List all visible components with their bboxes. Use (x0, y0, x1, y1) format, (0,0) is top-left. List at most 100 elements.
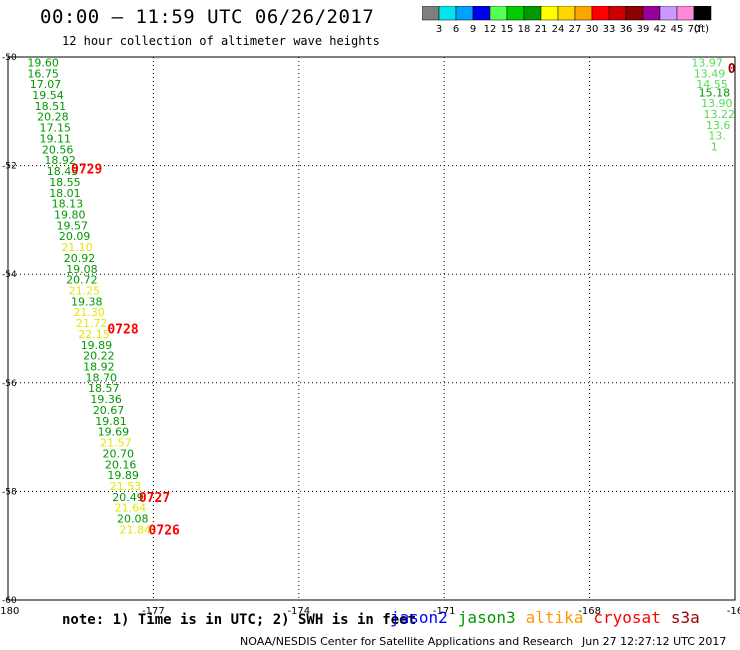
swh-data-label: 20.08 (117, 513, 149, 526)
generation-timestamp: Jun 27 12:27:12 UTC 2017 (582, 635, 727, 648)
x-tick-label: -168 (578, 606, 601, 617)
swh-data-label: 22.15 (78, 328, 110, 341)
swh-data-label: 19.89 (81, 339, 113, 352)
pass-time-label: 0 (728, 62, 736, 77)
swh-data-label: 20.67 (93, 404, 125, 417)
y-tick-label: -54 (2, 270, 17, 280)
colorbar-tick-label: 12 (484, 24, 497, 34)
colorbar-tick-label: 24 (552, 24, 565, 34)
swh-data-label: 19.36 (90, 393, 122, 406)
colorbar-swatch (693, 6, 712, 21)
colorbar-tick-label: 33 (603, 24, 616, 34)
swh-data-label: 19.81 (95, 415, 127, 428)
colorbar-tick-label: 39 (637, 24, 650, 34)
swh-data-label: 21.84 (119, 523, 150, 536)
colorbar-tick-label: 30 (586, 24, 599, 34)
swh-data-label: 19.54 (32, 89, 64, 102)
satellite-legend: jason2 jason3 altika cryosat s3a (390, 608, 710, 627)
swh-data-label: 19.38 (71, 295, 103, 308)
swh-data-label: 19.08 (66, 263, 98, 276)
legend-item-s3a: s3a (670, 608, 700, 627)
swh-data-label: 13.90 (701, 97, 733, 110)
legend-item-cryosat: cryosat (593, 608, 661, 627)
pass-time-label: 0727 (139, 491, 170, 506)
swh-data-label: 21.72 (76, 317, 108, 330)
swh-data-label: 18.92 (44, 154, 76, 167)
pass-time-label: 0726 (149, 523, 180, 538)
colorbar-tick-label: 70 (688, 24, 701, 34)
swh-data-label: 19.89 (107, 469, 138, 482)
colorbar-tick-label: 27 (569, 24, 582, 34)
pass-time-label: 0728 (107, 323, 138, 338)
swh-data-label: 13. (708, 130, 726, 143)
swh-data-label: 19.11 (40, 132, 72, 145)
colorbar-unit-label: (ft) (694, 24, 709, 34)
colorbar-tick-label: 18 (518, 24, 531, 34)
swh-data-label: 17.07 (30, 78, 61, 91)
footer-note: note: 1) Time is in UTC; 2) SWH is in fe… (62, 612, 417, 628)
swh-data-label: 18.57 (88, 382, 120, 395)
swh-data-label: 1 (711, 141, 718, 154)
colorbar-tick-label: 21 (535, 24, 548, 34)
swh-data-label: 21.53 (110, 480, 142, 493)
colorbar-tick-label: 36 (620, 24, 633, 34)
plot-frame (7, 56, 736, 601)
x-tick-label: -16 (727, 606, 740, 617)
swh-data-label: 19.80 (54, 208, 86, 221)
swh-data-label: 13.6 (706, 119, 731, 132)
x-tick-label: -174 (287, 606, 310, 617)
swh-data-label: 19.60 (27, 56, 58, 69)
swh-data-label: 20.56 (42, 143, 74, 156)
swh-data-label: 21.57 (100, 437, 132, 450)
swh-data-label: 21.64 (115, 502, 147, 515)
colorbar-tick-label: 42 (654, 24, 667, 34)
y-tick-label: -50 (2, 53, 17, 63)
x-tick-label: -171 (433, 606, 456, 617)
swh-data-label: 18.01 (49, 187, 81, 200)
swh-data-label: 20.92 (64, 252, 95, 265)
swh-data-label: 18.13 (52, 198, 83, 211)
swh-data-label: 18.55 (49, 176, 81, 189)
swh-data-label: 15.18 (699, 86, 731, 99)
swh-data-label: 20.70 (103, 447, 135, 460)
y-tick-label: -52 (2, 162, 17, 172)
chart-title: 00:00 — 11:59 UTC 06/26/2017 (40, 6, 375, 28)
legend-item-altika: altika (525, 608, 584, 627)
swh-data-label: 18.70 (86, 371, 118, 384)
colorbar-tick-label: 9 (470, 24, 476, 34)
colorbar-tick-label: 6 (453, 24, 459, 34)
swh-data-label: 17.15 (40, 122, 72, 135)
swh-data-label: 19.57 (56, 219, 88, 232)
swh-data-label: 20.22 (83, 350, 115, 363)
y-tick-label: -56 (2, 379, 17, 389)
swh-data-label: 18.92 (83, 361, 115, 374)
swh-data-label: 16.75 (27, 67, 58, 80)
swh-data-label: 20.72 (66, 274, 98, 287)
swh-data-label: 13.49 (694, 67, 726, 80)
swh-data-label: 13.22 (703, 108, 735, 121)
colorbar-tick-label: 3 (436, 24, 442, 34)
swh-data-label: 20.09 (59, 230, 91, 243)
swh-data-label: 20.28 (37, 111, 69, 124)
x-tick-label: -180 (0, 606, 19, 617)
swh-data-label: 21.10 (61, 241, 93, 254)
chart-subtitle: 12 hour collection of altimeter wave hei… (62, 34, 380, 48)
swh-data-label: 13.97 (691, 56, 723, 69)
colorbar-tick-label: 15 (501, 24, 514, 34)
swh-data-label: 19.69 (98, 426, 130, 439)
pass-time-label: 0729 (71, 162, 102, 177)
color-scale-bar: 3 6 9 12 15 18 21 24 27 30 33 36 39 42 45 70(ft) (422, 6, 712, 34)
y-tick-label: -58 (2, 487, 17, 497)
swh-data-label: 18.43 (47, 165, 78, 178)
legend-item-jason2: jason2 (390, 608, 448, 627)
credit-text: NOAA/NESDIS Center for Satellite Applica… (240, 635, 574, 648)
swh-data-label: 18.51 (35, 100, 66, 113)
colorbar-tick-label: 45 (671, 24, 684, 34)
swh-data-label: 21.30 (73, 306, 105, 319)
swh-data-label: 14.55 (696, 78, 728, 91)
legend-item-jason3: jason3 (457, 608, 516, 627)
swh-data-label: 20.16 (105, 458, 137, 471)
swh-data-label: 21.25 (69, 284, 101, 297)
x-tick-label: -177 (142, 606, 165, 617)
